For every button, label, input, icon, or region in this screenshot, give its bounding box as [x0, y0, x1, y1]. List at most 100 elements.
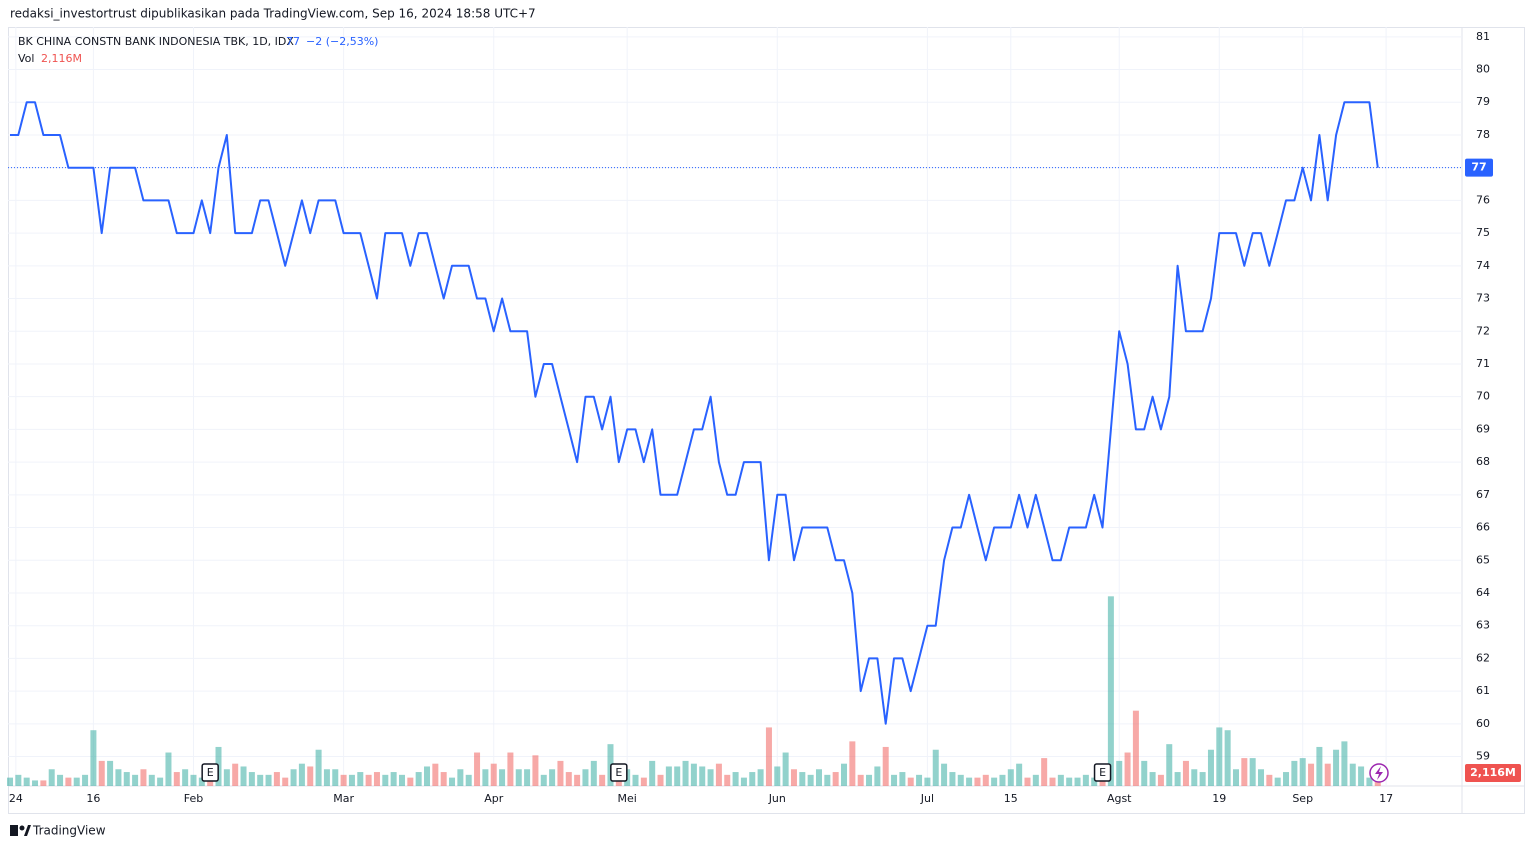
volume-bar [15, 774, 22, 786]
y-tick-label: 63 [1476, 619, 1490, 632]
volume-bar [290, 769, 297, 786]
volume-bar [382, 774, 389, 786]
earnings-marker [1093, 763, 1112, 782]
volume-bar [649, 760, 656, 786]
volume-bar [424, 766, 431, 786]
volume-bar [565, 772, 572, 786]
volume-bar [1057, 774, 1064, 786]
volume-bar [1224, 730, 1231, 786]
volume-bar [340, 774, 347, 786]
earnings-label: E [615, 766, 622, 779]
volume-bar [123, 772, 130, 786]
volume-bar [1157, 774, 1164, 786]
x-tick-label: Feb [184, 792, 203, 805]
volume-bar [248, 772, 255, 786]
volume-bar [1358, 766, 1365, 786]
volume-bar [657, 774, 664, 786]
volume-bar [57, 774, 64, 786]
volume-bar [148, 774, 155, 786]
volume-bar [1049, 777, 1056, 786]
volume-last: 2,116M [41, 52, 82, 65]
volume-bar [1341, 741, 1348, 786]
volume-bar [7, 777, 14, 786]
volume-bar [590, 760, 597, 786]
volume-bar [490, 763, 497, 786]
volume-name: Vol [18, 52, 34, 65]
volume-bar [507, 752, 514, 786]
volume-bar [165, 752, 172, 786]
volume-bar [815, 769, 822, 786]
volume-bar [807, 774, 814, 786]
x-tick-label: Mei [618, 792, 637, 805]
y-tick-label: 81 [1476, 30, 1490, 43]
x-tick-label: 15 [1004, 792, 1018, 805]
volume-bar [1107, 596, 1114, 786]
volume-bar [474, 752, 481, 786]
volume-bar [398, 774, 405, 786]
price-badge-label: 77 [1471, 161, 1486, 174]
chart-title: BK CHINA CONSTN BANK INDONESIA TBK, 1D, … [18, 35, 294, 48]
volume-bar [332, 769, 339, 786]
volume-bar [749, 772, 756, 786]
x-tick-label: Apr [484, 792, 504, 805]
volume-bar [457, 769, 464, 786]
volume-bar [682, 760, 689, 786]
volume-bar [190, 774, 197, 786]
volume-bar [323, 769, 330, 786]
volume-bar [1166, 744, 1173, 786]
volume-bar [632, 774, 639, 786]
volume-bar [724, 774, 731, 786]
volume-bar [1016, 763, 1023, 786]
earnings-label: E [207, 766, 214, 779]
volume-bar [1124, 752, 1131, 786]
volume-bar [957, 774, 964, 786]
y-tick-label: 59 [1476, 750, 1490, 763]
y-tick-label: 69 [1476, 422, 1490, 435]
volume-bar [1191, 769, 1198, 786]
last-price: 77 [286, 35, 300, 48]
volume-bar [1116, 760, 1123, 786]
flash-icon-bolt [1375, 766, 1383, 780]
volume-bar [1232, 769, 1239, 786]
volume [7, 596, 1381, 786]
volume-bar [1249, 758, 1256, 786]
x-tick-label: 16 [86, 792, 100, 805]
volume-bar [765, 727, 772, 786]
volume-bar [415, 772, 422, 786]
volume-bar [574, 774, 581, 786]
volume-bar [549, 769, 556, 786]
volume-bar [782, 752, 789, 786]
volume-bar [107, 760, 114, 786]
volume-bar [73, 777, 80, 786]
y-tick-label: 75 [1476, 226, 1490, 239]
volume-bar [690, 763, 697, 786]
volume-bar [140, 769, 147, 786]
volume-bar [1141, 760, 1148, 786]
volume-bar [1283, 772, 1290, 786]
y-tick-label: 66 [1476, 521, 1490, 534]
volume-bar [524, 769, 531, 786]
x-tick-label: Agst [1107, 792, 1132, 805]
volume-bar [32, 780, 39, 786]
volume-bar [1299, 758, 1306, 786]
volume-bar [699, 766, 706, 786]
plot [8, 101, 1462, 725]
volume-bar [841, 763, 848, 786]
volume-bar [640, 777, 647, 786]
volume-bar [874, 766, 881, 786]
volume-bar [223, 769, 230, 786]
volume-bar [1182, 760, 1189, 786]
volume-bar [1308, 763, 1315, 786]
volume-bar [582, 769, 589, 786]
volume-bar [48, 769, 55, 786]
volume-bar [540, 774, 547, 786]
price-line [10, 101, 1379, 725]
volume-bar [974, 777, 981, 786]
volume-bar [1082, 774, 1089, 786]
y-tick-label: 74 [1476, 259, 1490, 272]
volume-bar [949, 772, 956, 786]
volume-bar [282, 777, 289, 786]
volume-bar [1266, 774, 1273, 786]
y-tick-label: 72 [1476, 324, 1490, 337]
volume-bar [1349, 763, 1356, 786]
